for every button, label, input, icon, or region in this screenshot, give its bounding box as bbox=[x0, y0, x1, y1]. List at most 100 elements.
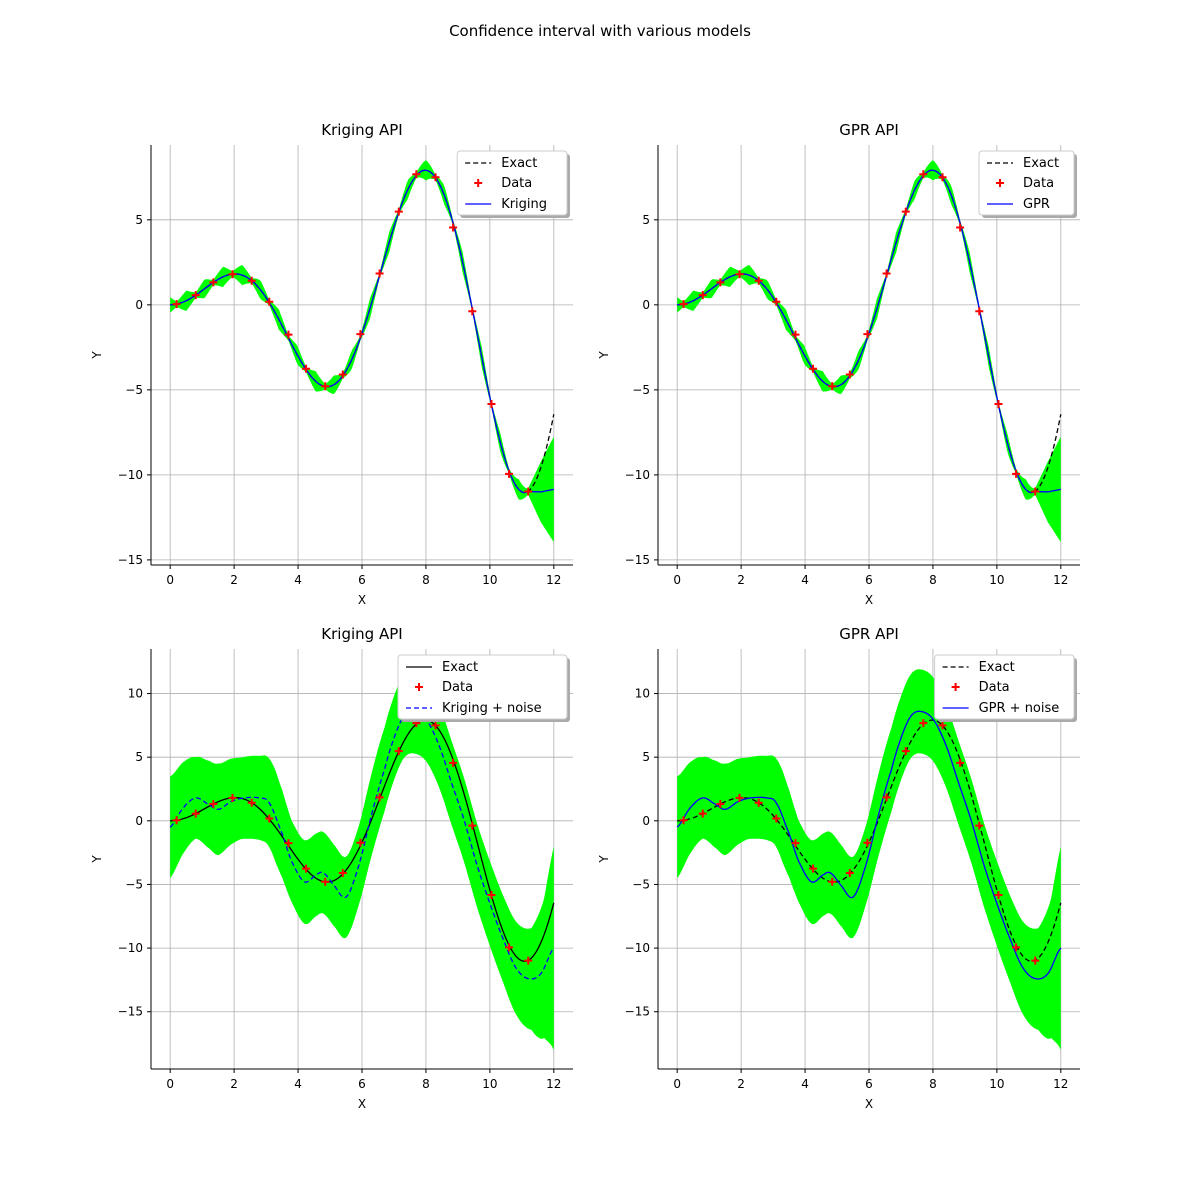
legend-swatch-data bbox=[415, 683, 423, 691]
data-point bbox=[754, 276, 763, 285]
data-point bbox=[468, 821, 477, 830]
model-line bbox=[169, 710, 555, 980]
x-tick-label: 6 bbox=[865, 1077, 873, 1091]
data-point bbox=[247, 798, 256, 807]
chart-panel-3: Kriging API 0 2 4 6 8 10 12 −15 −10 −5 0 5 10 X Y Exact D… bbox=[90, 625, 573, 1111]
data-point bbox=[735, 793, 744, 802]
legend-label: Exact bbox=[979, 660, 1015, 675]
y-tick-label: 0 bbox=[135, 298, 143, 312]
chart-title: GPR API bbox=[839, 121, 899, 139]
data-point bbox=[431, 721, 440, 730]
data-point bbox=[956, 758, 965, 767]
chart-panel-2: GPR API 0 2 4 6 8 10 12 −15 −10 −5 0 5 X Y Exact Data GPR bbox=[597, 121, 1080, 607]
x-tick-label: 2 bbox=[737, 1077, 745, 1091]
data-point bbox=[394, 207, 403, 216]
x-tick-label: 8 bbox=[422, 1077, 430, 1091]
data-point bbox=[172, 300, 181, 309]
data-point bbox=[994, 891, 1003, 900]
data-point bbox=[938, 173, 947, 182]
legend: Exact Data Kriging + noise bbox=[397, 654, 570, 722]
x-axis-label: X bbox=[358, 1097, 366, 1111]
legend-label: GPR + noise bbox=[979, 701, 1060, 716]
data-point bbox=[772, 297, 781, 306]
data-point bbox=[487, 891, 496, 900]
data-point bbox=[679, 300, 688, 309]
data-point bbox=[321, 877, 330, 886]
data-point bbox=[938, 721, 947, 730]
data-point bbox=[394, 747, 403, 756]
x-tick-label: 10 bbox=[482, 573, 497, 587]
data-point bbox=[716, 800, 725, 809]
data-point bbox=[449, 758, 458, 767]
x-axis-label: X bbox=[865, 593, 873, 607]
data-point bbox=[375, 793, 384, 802]
data-point bbox=[791, 839, 800, 848]
y-tick-label: 5 bbox=[642, 750, 650, 764]
data-point bbox=[284, 330, 293, 339]
y-tick-label: −5 bbox=[632, 383, 650, 397]
x-tick-label: 8 bbox=[422, 573, 430, 587]
data-point bbox=[845, 370, 854, 379]
legend-label: GPR bbox=[1023, 197, 1050, 212]
confidence-band bbox=[677, 669, 1061, 1050]
data-point bbox=[828, 382, 837, 391]
data-point bbox=[191, 291, 200, 300]
legend-swatch-data bbox=[474, 179, 483, 187]
x-tick-label: 6 bbox=[358, 1077, 366, 1091]
model-line bbox=[676, 710, 1062, 980]
data-point bbox=[209, 800, 218, 809]
data-point bbox=[754, 798, 763, 807]
x-tick-label: 12 bbox=[1053, 573, 1068, 587]
y-tick-label: 5 bbox=[135, 213, 143, 227]
data-point bbox=[505, 943, 514, 952]
data-point bbox=[791, 330, 800, 339]
x-tick-label: 12 bbox=[1053, 1077, 1068, 1091]
chart-title: GPR API bbox=[839, 625, 899, 643]
x-tick-label: 10 bbox=[989, 573, 1004, 587]
y-axis-label: Y bbox=[90, 855, 104, 864]
chart-panel-1: Kriging API 0 2 4 6 8 10 12 −15 −10 −5 0 5 X Y Exact Dat… bbox=[90, 121, 573, 607]
x-tick-label: 10 bbox=[989, 1077, 1004, 1091]
legend-label: Exact bbox=[501, 156, 537, 171]
y-tick-label: 0 bbox=[135, 814, 143, 828]
legend-box bbox=[456, 150, 568, 216]
y-axis-label: Y bbox=[597, 855, 611, 864]
y-tick-label: −10 bbox=[118, 941, 143, 955]
data-point bbox=[524, 956, 533, 965]
legend-label: Kriging + noise bbox=[442, 701, 542, 716]
x-tick-label: 6 bbox=[358, 573, 366, 587]
data-point bbox=[431, 173, 440, 182]
chart-title: Kriging API bbox=[321, 121, 402, 139]
y-tick-label: 0 bbox=[642, 298, 650, 312]
data-point bbox=[901, 747, 910, 756]
x-tick-label: 2 bbox=[737, 573, 745, 587]
data-point bbox=[772, 814, 781, 823]
y-tick-label: 0 bbox=[642, 814, 650, 828]
data-point bbox=[679, 816, 688, 825]
data-point bbox=[901, 207, 910, 216]
data-point bbox=[919, 719, 928, 728]
data-point bbox=[828, 877, 837, 886]
data-point bbox=[735, 270, 744, 279]
legend-label: Data bbox=[501, 176, 532, 191]
data-point bbox=[716, 278, 725, 287]
data-point bbox=[505, 469, 514, 478]
data-point bbox=[698, 291, 707, 300]
x-tick-label: 6 bbox=[865, 573, 873, 587]
data-point bbox=[487, 399, 496, 408]
data-point bbox=[209, 278, 218, 287]
data-point bbox=[524, 487, 533, 496]
y-tick-label: 5 bbox=[642, 213, 650, 227]
legend-label: Data bbox=[442, 680, 473, 695]
data-point bbox=[265, 297, 274, 306]
legend: Exact Data Kriging bbox=[456, 150, 570, 218]
legend: Exact Data GPR bbox=[978, 150, 1077, 218]
x-tick-label: 0 bbox=[166, 1077, 174, 1091]
data-point bbox=[191, 809, 200, 818]
legend-swatch-data bbox=[996, 179, 1004, 187]
x-tick-label: 0 bbox=[166, 573, 174, 587]
data-point bbox=[172, 816, 181, 825]
y-tick-label: 10 bbox=[128, 687, 143, 701]
confidence-band bbox=[170, 669, 554, 1050]
